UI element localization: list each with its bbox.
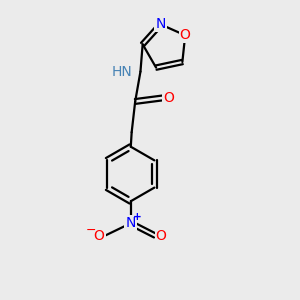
Text: −: − (86, 224, 97, 237)
Text: N: N (126, 216, 136, 230)
Text: +: + (133, 212, 141, 222)
Text: O: O (164, 91, 175, 105)
Text: O: O (180, 28, 190, 42)
Text: HN: HN (112, 64, 133, 79)
Text: O: O (94, 229, 105, 242)
Text: N: N (155, 17, 166, 32)
Text: O: O (156, 229, 167, 242)
